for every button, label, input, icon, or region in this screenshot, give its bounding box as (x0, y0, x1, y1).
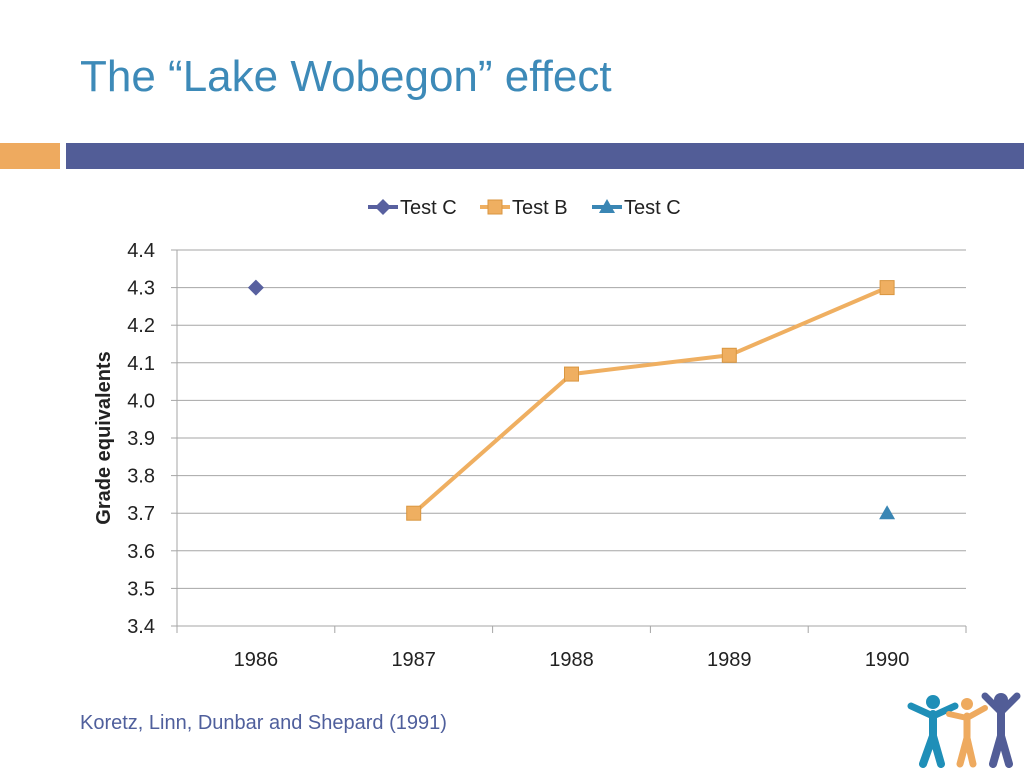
x-tick-label: 1988 (549, 649, 594, 671)
y-tick-label: 4.0 (127, 390, 155, 412)
data-point-0 (247, 279, 264, 296)
legend-label: Test B (512, 197, 568, 219)
y-tick-label: 3.5 (127, 578, 155, 600)
data-point-1 (879, 280, 895, 296)
x-tick-label: 1987 (391, 649, 436, 671)
y-tick-label: 4.2 (127, 315, 155, 337)
data-point-1 (721, 347, 737, 363)
x-tick-label: 1989 (707, 649, 752, 671)
y-tick-label: 4.1 (127, 353, 155, 375)
line-chart: 3.4 3.5 3.6 3.7 3.8 3.9 4.0 4.1 4.2 4.3 4.4 1986 198… (93, 197, 967, 671)
data-point-1 (564, 366, 579, 382)
source-citation: Koretz, Linn, Dunbar and Shepard (1991) (80, 712, 447, 734)
y-tick-label: 3.8 (127, 466, 155, 488)
accent-block (0, 143, 60, 169)
data-point-2 (879, 505, 896, 520)
y-tick-label: 3.7 (127, 503, 155, 525)
y-axis-label: Grade equivalents (93, 351, 115, 524)
accent-bar (66, 143, 1024, 169)
people-logo-icon (907, 692, 1021, 768)
data-point-1 (406, 505, 422, 521)
legend-label: Test C (624, 197, 681, 219)
x-tick-label: 1990 (865, 649, 910, 671)
y-tick-label: 3.4 (127, 616, 155, 638)
series-line-1 (412, 285, 888, 515)
legend-label: Test C (400, 197, 457, 219)
y-tick-label: 4.3 (127, 278, 155, 300)
legend-marker (599, 199, 615, 213)
legend-marker (375, 199, 391, 215)
y-tick-label: 4.4 (127, 240, 155, 262)
slide-title: The “Lake Wobegon” effect (80, 52, 612, 101)
legend-marker (487, 199, 503, 215)
y-tick-label: 3.6 (127, 541, 155, 563)
x-tick-label: 1986 (234, 649, 279, 671)
y-tick-label: 3.9 (127, 428, 155, 450)
